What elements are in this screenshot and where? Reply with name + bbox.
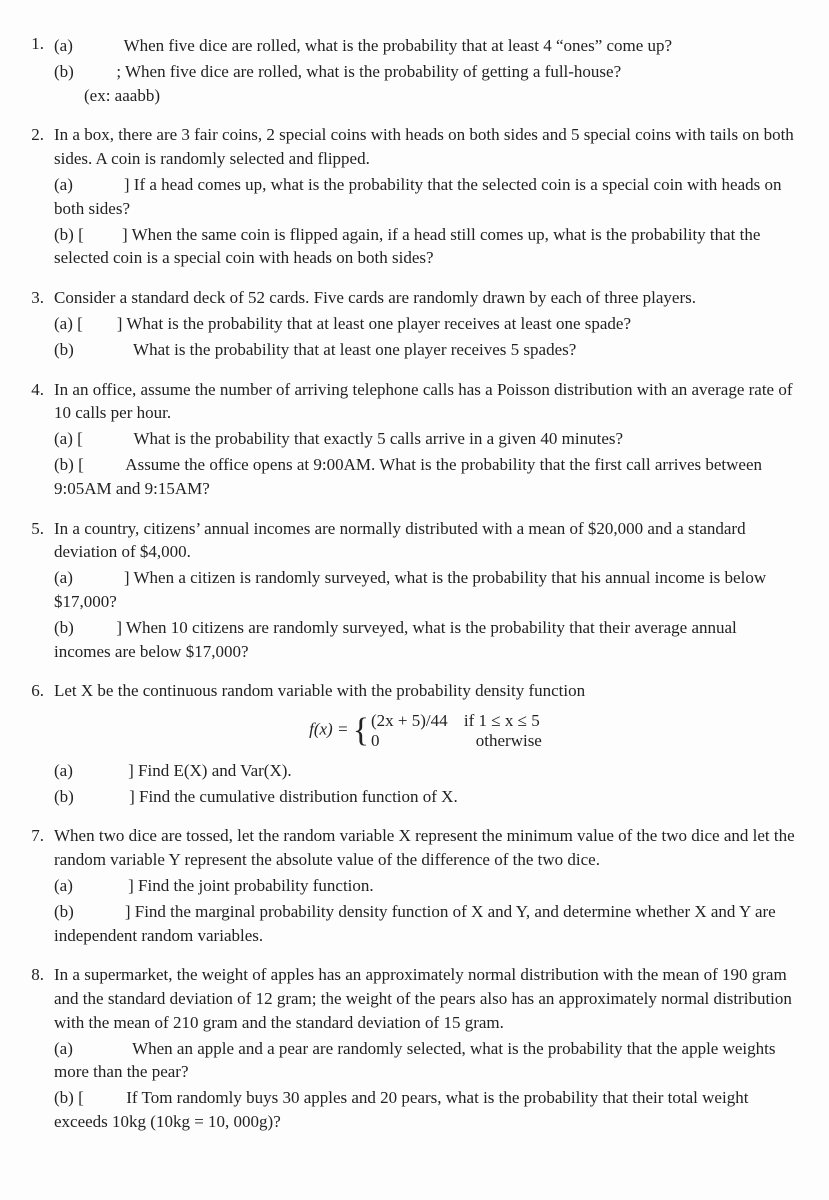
case2-expr: 0 bbox=[371, 731, 380, 750]
part-label: (a) bbox=[54, 568, 73, 587]
case1-expr: (2x + 5)/44 bbox=[371, 711, 448, 730]
part-text: When five dice are rolled, what is the p… bbox=[124, 36, 673, 55]
problem-number: 8. bbox=[20, 963, 44, 1134]
problem-3: 3. Consider a standard deck of 52 cards.… bbox=[20, 286, 797, 361]
problem-number: 6. bbox=[20, 679, 44, 808]
brace-icon: { bbox=[353, 707, 369, 755]
part-label: (a) bbox=[54, 1039, 73, 1058]
problem-intro: In a supermarket, the weight of apples h… bbox=[54, 963, 797, 1034]
problem-number: 1. bbox=[20, 32, 44, 107]
case2-cond: otherwise bbox=[476, 731, 542, 750]
part-a: (a) ] If a head comes up, what is the pr… bbox=[54, 173, 797, 221]
pdf-formula: f(x) = { (2x + 5)/44 if 1 ≤ x ≤ 5 0 othe… bbox=[54, 707, 797, 755]
part-text: If Tom randomly buys 30 apples and 20 pe… bbox=[54, 1088, 748, 1131]
problem-body: Let X be the continuous random variable … bbox=[54, 679, 797, 808]
problem-number: 5. bbox=[20, 517, 44, 664]
part-text: ] When a citizen is randomly surveyed, w… bbox=[54, 568, 766, 611]
problem-7: 7. When two dice are tossed, let the ran… bbox=[20, 824, 797, 947]
problem-body: When two dice are tossed, let the random… bbox=[54, 824, 797, 947]
part-text: When an apple and a pear are randomly se… bbox=[54, 1039, 775, 1082]
part-label: (b) bbox=[54, 902, 74, 921]
case1-cond: if 1 ≤ x ≤ 5 bbox=[464, 711, 540, 730]
part-label: (a) bbox=[54, 175, 73, 194]
problem-4: 4. In an office, assume the number of ar… bbox=[20, 378, 797, 501]
problem-body: (a) When five dice are rolled, what is t… bbox=[54, 32, 797, 107]
part-text: ] Find the cumulative distribution funct… bbox=[129, 787, 458, 806]
problem-intro: Consider a standard deck of 52 cards. Fi… bbox=[54, 286, 797, 310]
problem-body: In a box, there are 3 fair coins, 2 spec… bbox=[54, 123, 797, 270]
problem-number: 4. bbox=[20, 378, 44, 501]
part-label: (b) bbox=[54, 340, 74, 359]
part-text: ] When 10 citizens are randomly surveyed… bbox=[54, 618, 737, 661]
problem-intro: In a country, citizens’ annual incomes a… bbox=[54, 517, 797, 565]
part-b: (b) ] Find the marginal probability dens… bbox=[54, 900, 797, 948]
part-b: (b) What is the probability that at leas… bbox=[54, 338, 797, 362]
part-a: (a) When five dice are rolled, what is t… bbox=[54, 34, 797, 58]
part-label: (a) [ bbox=[54, 429, 83, 448]
problem-5: 5. In a country, citizens’ annual income… bbox=[20, 517, 797, 664]
part-b: (b) [ Assume the office opens at 9:00AM.… bbox=[54, 453, 797, 501]
part-text: ] If a head comes up, what is the probab… bbox=[54, 175, 781, 218]
problem-body: Consider a standard deck of 52 cards. Fi… bbox=[54, 286, 797, 361]
part-b: (b) ; When five dice are rolled, what is… bbox=[54, 60, 797, 84]
problem-intro: When two dice are tossed, let the random… bbox=[54, 824, 797, 872]
part-a: (a) [ What is the probability that exact… bbox=[54, 427, 797, 451]
part-label: (b) [ bbox=[54, 1088, 84, 1107]
part-a: (a) ] Find the joint probability functio… bbox=[54, 874, 797, 898]
problem-6: 6. Let X be the continuous random variab… bbox=[20, 679, 797, 808]
part-label: (b) bbox=[54, 62, 74, 81]
problem-body: In a country, citizens’ annual incomes a… bbox=[54, 517, 797, 664]
part-label: (b) [ bbox=[54, 225, 84, 244]
problem-8: 8. In a supermarket, the weight of apple… bbox=[20, 963, 797, 1134]
problem-2: 2. In a box, there are 3 fair coins, 2 s… bbox=[20, 123, 797, 270]
part-text: Assume the office opens at 9:00AM. What … bbox=[54, 455, 762, 498]
part-b: (b) ] Find the cumulative distribution f… bbox=[54, 785, 797, 809]
part-label: (b) [ bbox=[54, 455, 84, 474]
part-b: (b) ] When 10 citizens are randomly surv… bbox=[54, 616, 797, 664]
problem-number: 3. bbox=[20, 286, 44, 361]
problem-body: In a supermarket, the weight of apples h… bbox=[54, 963, 797, 1134]
part-label: (b) bbox=[54, 618, 74, 637]
part-b: (b) [ ] When the same coin is flipped ag… bbox=[54, 223, 797, 271]
formula-lhs: f(x) = bbox=[309, 720, 353, 739]
part-a: (a) When an apple and a pear are randoml… bbox=[54, 1037, 797, 1085]
problem-1: 1. (a) When five dice are rolled, what i… bbox=[20, 32, 797, 107]
part-label: (a) bbox=[54, 876, 73, 895]
part-text: ] What is the probability that at least … bbox=[117, 314, 631, 333]
problem-intro: In a box, there are 3 fair coins, 2 spec… bbox=[54, 123, 797, 171]
part-text: ; When five dice are rolled, what is the… bbox=[116, 62, 621, 81]
example-note: (ex: aaabb) bbox=[54, 84, 797, 108]
part-text: ] Find E(X) and Var(X). bbox=[128, 761, 292, 780]
part-label: (a) bbox=[54, 36, 73, 55]
part-text: ] When the same coin is flipped again, i… bbox=[54, 225, 760, 268]
part-label: (b) bbox=[54, 787, 74, 806]
part-label: (a) bbox=[54, 761, 73, 780]
problem-intro: In an office, assume the number of arriv… bbox=[54, 378, 797, 426]
part-text: What is the probability that at least on… bbox=[133, 340, 576, 359]
part-a: (a) ] When a citizen is randomly surveye… bbox=[54, 566, 797, 614]
part-b: (b) [ If Tom randomly buys 30 apples and… bbox=[54, 1086, 797, 1134]
problem-number: 7. bbox=[20, 824, 44, 947]
part-text: ] Find the marginal probability density … bbox=[54, 902, 776, 945]
part-text: ] Find the joint probability function. bbox=[128, 876, 374, 895]
page: 1. (a) When five dice are rolled, what i… bbox=[0, 0, 829, 1200]
problem-intro: Let X be the continuous random variable … bbox=[54, 679, 797, 703]
part-a: (a) [ ] What is the probability that at … bbox=[54, 312, 797, 336]
part-text: What is the probability that exactly 5 c… bbox=[133, 429, 623, 448]
part-label: (a) [ bbox=[54, 314, 83, 333]
problem-number: 2. bbox=[20, 123, 44, 270]
part-a: (a) ] Find E(X) and Var(X). bbox=[54, 759, 797, 783]
problem-body: In an office, assume the number of arriv… bbox=[54, 378, 797, 501]
